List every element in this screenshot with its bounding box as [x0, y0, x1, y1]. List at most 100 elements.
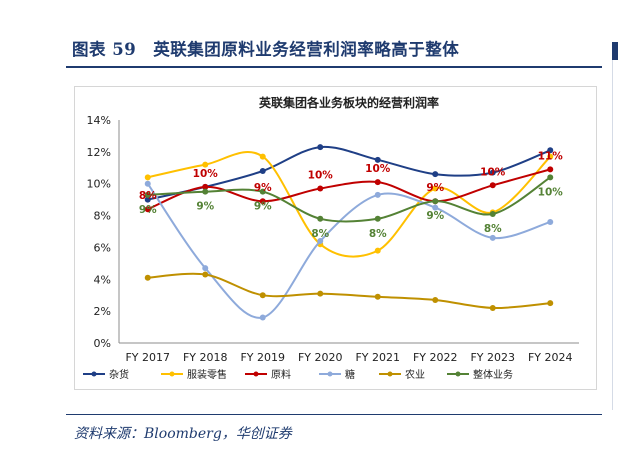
data-point	[317, 290, 324, 297]
data-point	[259, 198, 266, 205]
data-point	[144, 206, 151, 213]
y-tick-label: 6%	[94, 241, 111, 254]
data-label: 8%	[311, 228, 329, 240]
x-tick-label: FY 2018	[183, 351, 228, 364]
legend-label: 整体业务	[473, 368, 513, 381]
data-point	[547, 218, 554, 225]
figure-source: 资料来源：Bloomberg，华创证券	[74, 426, 292, 442]
data-point	[489, 234, 496, 241]
data-point	[144, 196, 151, 203]
data-point	[547, 147, 554, 154]
data-label: 8%	[484, 223, 502, 235]
legend-label: 杂货	[109, 368, 129, 381]
data-label: 10%	[193, 168, 219, 180]
data-point	[374, 215, 381, 222]
data-point	[317, 238, 324, 245]
data-point	[547, 153, 554, 160]
data-label: 9%	[426, 182, 444, 194]
x-tick-label: FY 2023	[470, 351, 515, 364]
data-point	[547, 174, 554, 181]
y-tick-label: 12%	[87, 146, 111, 159]
data-label: 9%	[254, 201, 272, 213]
data-point	[259, 314, 266, 321]
legend-label: 糖	[345, 368, 355, 381]
data-label: 10%	[538, 186, 564, 198]
legend-label: 原料	[271, 368, 291, 381]
chart-container: 英联集团各业务板块的经营利润率 0% 2% 4% 6% 8% 10% 12% 14% FY 201…	[74, 86, 597, 390]
x-tick-label: FY 2017	[125, 351, 170, 364]
data-point	[374, 191, 381, 198]
data-point	[547, 166, 554, 173]
adjacent-column-rule	[612, 60, 613, 410]
x-tick-label: FY 2024	[528, 351, 573, 364]
legend-label: 农业	[405, 368, 425, 381]
data-point	[259, 188, 266, 195]
y-tick-label: 4%	[94, 273, 111, 286]
figure-title: 图表 59 英联集团原料业务经营利润率略高于整体	[72, 40, 460, 59]
legend-label: 服装零售	[187, 368, 227, 381]
line-chart: 英联集团各业务板块的经营利润率 0% 2% 4% 6% 8% 10% 12% 14% FY 201…	[83, 95, 579, 381]
data-point	[202, 271, 209, 278]
y-tick-label: 0%	[94, 337, 111, 350]
data-point	[489, 182, 496, 189]
data-point	[202, 161, 209, 168]
legend-marker	[387, 371, 393, 377]
data-point	[202, 265, 209, 272]
data-point	[374, 179, 381, 186]
data-point	[432, 204, 439, 211]
data-point	[432, 198, 439, 205]
y-tick-label: 14%	[87, 114, 111, 127]
data-point	[259, 292, 266, 299]
data-point	[202, 183, 209, 190]
data-point	[144, 174, 151, 181]
data-label: 9%	[139, 204, 157, 216]
data-point	[317, 185, 324, 192]
data-label: 9%	[196, 201, 214, 213]
y-tick-label: 10%	[87, 178, 111, 191]
data-point	[374, 247, 381, 254]
data-point	[144, 191, 151, 198]
y-tick-label: 8%	[94, 210, 111, 223]
data-label: 8%	[139, 190, 157, 202]
x-tick-label: FY 2021	[355, 351, 400, 364]
data-point	[489, 304, 496, 311]
series-line	[147, 272, 551, 310]
figure-footer-rule	[66, 414, 602, 415]
y-tick-label: 2%	[94, 305, 111, 318]
series-line	[147, 145, 551, 201]
data-point	[144, 274, 151, 281]
legend-marker	[169, 371, 175, 377]
data-point	[547, 300, 554, 307]
data-point	[374, 293, 381, 300]
legend-marker	[327, 371, 333, 377]
data-point	[259, 153, 266, 160]
data-label: 11%	[538, 150, 564, 162]
data-point	[259, 167, 266, 174]
data-label: 8%	[369, 228, 387, 240]
data-label: 10%	[480, 166, 506, 178]
data-point	[317, 215, 324, 222]
data-label: 9%	[254, 182, 272, 194]
data-point	[374, 156, 381, 163]
data-point	[144, 180, 151, 187]
data-label: 10%	[365, 163, 391, 175]
legend-marker	[455, 371, 461, 377]
legend-marker	[91, 371, 97, 377]
data-label: 10%	[308, 169, 334, 181]
x-tick-label: FY 2019	[240, 351, 285, 364]
chart-title: 英联集团各业务板块的经营利润率	[259, 95, 439, 110]
data-point	[489, 210, 496, 217]
data-point	[489, 169, 496, 176]
adjacent-column-marker	[612, 42, 618, 60]
data-point	[202, 188, 209, 195]
data-point	[432, 185, 439, 192]
x-tick-label: FY 2020	[298, 351, 343, 364]
x-tick-label: FY 2022	[413, 351, 458, 364]
figure-header: 图表 59 英联集团原料业务经营利润率略高于整体	[66, 30, 602, 68]
data-point	[432, 171, 439, 178]
data-point	[432, 296, 439, 303]
series-line	[147, 168, 551, 211]
data-point	[317, 144, 324, 151]
legend-marker	[253, 371, 259, 377]
data-label: 9%	[426, 210, 444, 222]
